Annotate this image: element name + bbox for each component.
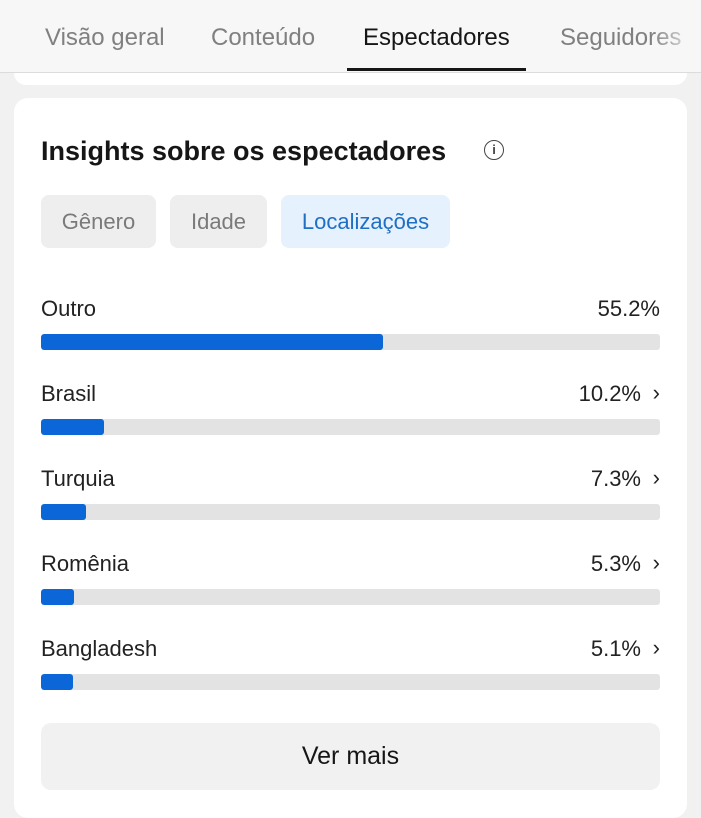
- info-icon[interactable]: i: [484, 140, 504, 160]
- chevron[interactable]: ›: [652, 635, 660, 660]
- tab[interactable]: Conteúdo: [211, 24, 316, 51]
- bar-track: [41, 589, 660, 605]
- fade: [651, 0, 701, 70]
- location-percent: 55.2%: [597, 296, 660, 321]
- bar: [41, 419, 105, 435]
- bar-track: [41, 419, 660, 435]
- filter-chip[interactable]: Gênero: [41, 195, 156, 248]
- location-percent: 5.1%: [590, 636, 641, 661]
- location-name: Brasil: [41, 381, 97, 406]
- tab-bar: Visão geral Conteúdo Espectadores Seguidore…: [0, 0, 701, 73]
- tab[interactable]: Visão geral: [45, 24, 165, 51]
- bar-track: [41, 334, 660, 350]
- location-name: Outro: [41, 296, 97, 321]
- location-name: Romênia: [41, 551, 130, 576]
- chevron[interactable]: ›: [652, 380, 660, 405]
- card-title: Insights sobre os espectadores: [41, 136, 447, 166]
- top-card: [14, 73, 687, 85]
- filter-chip[interactable]: Idade: [170, 195, 267, 248]
- insights-card: Insights sobre os espectadores i Gênero I…: [14, 98, 687, 818]
- filter-chip[interactable]: Localizações: [281, 195, 450, 248]
- chevron[interactable]: ›: [652, 550, 660, 575]
- location-percent: 7.3%: [590, 466, 641, 491]
- bar-track: [41, 674, 660, 690]
- bar: [41, 334, 383, 350]
- location-name: Turquia: [41, 466, 115, 491]
- bar: [41, 504, 87, 520]
- location-percent: 5.3%: [590, 551, 641, 576]
- tab-underline: [347, 68, 526, 71]
- location-name: Bangladesh: [41, 636, 158, 661]
- bar: [41, 674, 73, 690]
- see-more-button[interactable]: Ver mais: [41, 723, 660, 790]
- bar-track: [41, 504, 660, 520]
- tab[interactable]: Espectadores: [363, 24, 510, 51]
- bar: [41, 589, 74, 605]
- location-percent: 10.2%: [578, 381, 641, 406]
- chevron[interactable]: ›: [652, 465, 660, 490]
